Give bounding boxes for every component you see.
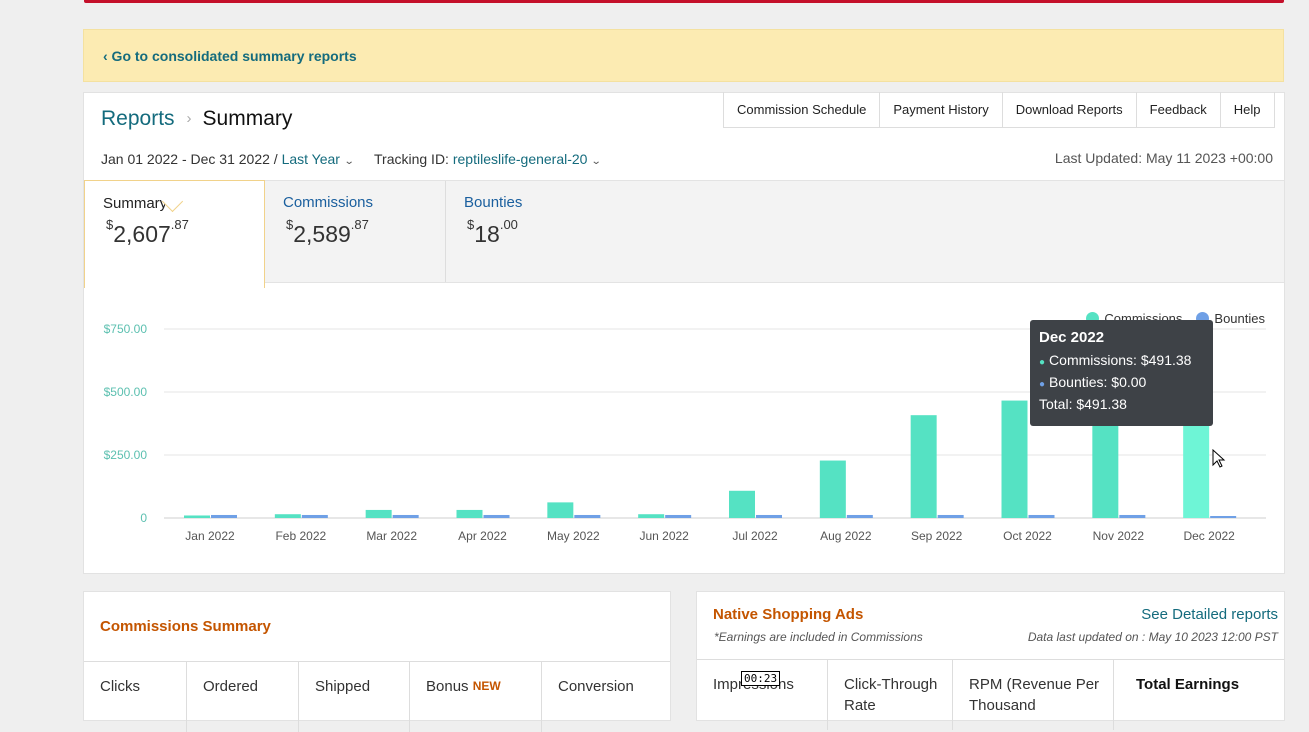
tooltip-bounties: ● Bounties: $0.00 — [1039, 374, 1147, 390]
tab-commissions-value: $2,589.87 — [286, 217, 369, 247]
breadcrumb-separator-icon: › — [186, 110, 192, 127]
col-ordered: Ordered — [187, 662, 299, 732]
mouse-cursor-icon — [1212, 449, 1226, 468]
commissions-bar — [638, 514, 665, 518]
summary-tabs: Summary $2,607.87 Commissions $2,589.87 … — [84, 180, 1284, 288]
col-conversion: Conversion — [558, 678, 634, 695]
tooltip-title: Dec 2022 — [1039, 329, 1105, 346]
bounties-bar — [1119, 514, 1146, 518]
help-link[interactable]: Help — [1233, 102, 1261, 117]
filter-row: Jan 01 2022 - Dec 31 2022 / Last Year ⌄ T… — [101, 151, 618, 167]
date-range: Jan 01 2022 - Dec 31 2022 / — [101, 151, 278, 167]
commission-schedule-link[interactable]: Commission Schedule — [724, 92, 881, 127]
commissions-bar — [547, 502, 574, 518]
commissions-bar — [819, 460, 846, 518]
bounties-dot-icon: ● — [1039, 379, 1046, 390]
bounties-bar — [211, 514, 237, 518]
tab-bounties-label: Bounties — [464, 194, 523, 211]
top-accent-bar — [84, 0, 1284, 3]
last-updated: Last Updated: May 11 2023 +00:00 — [1054, 150, 1273, 166]
bounties-bar — [574, 514, 601, 518]
breadcrumb-reports-link[interactable]: Reports — [101, 107, 175, 130]
tab-commissions-label: Commissions — [283, 194, 374, 211]
tracking-id-label: Tracking ID: — [374, 151, 449, 167]
bounties-bar — [756, 514, 782, 518]
x-tick-label: Feb 2022 — [275, 529, 326, 543]
y-tick-label: 0 — [140, 511, 147, 525]
x-tick-label: Jan 2022 — [185, 529, 235, 543]
x-tick-label: Oct 2022 — [1003, 529, 1052, 543]
col-total-earnings: Total Earnings — [1136, 676, 1240, 693]
tooltip-commissions: ● Commissions: $491.38 — [1039, 352, 1192, 368]
tab-bounties-value: $18.00 — [467, 217, 518, 247]
col-ctr: Click-Through Rate — [828, 660, 953, 730]
feedback-link[interactable]: Feedback — [1137, 92, 1221, 127]
top-links: Commission Schedule Payment History Down… — [723, 92, 1275, 128]
x-tick-label: Mar 2022 — [366, 529, 417, 543]
commissions-bar — [456, 509, 483, 518]
chevron-down-icon[interactable]: ⌄ — [343, 156, 355, 167]
commissions-bar — [365, 509, 392, 518]
commissions-summary-card: Commissions Summary Clicks Ordered Shipp… — [83, 591, 671, 732]
col-shipped: Shipped — [299, 662, 410, 732]
tab-commissions[interactable]: Commissions $2,589.87 — [265, 181, 446, 282]
tab-summary-value: $2,607.87 — [106, 217, 189, 247]
native-ads-updated: Data last updated on : May 10 2023 12:00… — [1027, 630, 1278, 644]
tab-bounties[interactable]: Bounties $18.00 — [446, 181, 627, 282]
x-tick-label: Aug 2022 — [820, 529, 872, 543]
consolidated-banner: ‹ Go to consolidated summary reports — [83, 29, 1284, 82]
y-tick-label: $750.00 — [104, 322, 148, 336]
bounties-bar — [937, 514, 964, 518]
commissions-bar — [1092, 409, 1119, 518]
native-ads-title: Native Shopping Ads — [713, 606, 864, 623]
col-rpm: RPM (Revenue Per Thousand — [953, 660, 1114, 730]
bounties-bar — [301, 514, 328, 518]
x-tick-label: Nov 2022 — [1093, 529, 1145, 543]
x-tick-label: Jul 2022 — [732, 529, 778, 543]
col-bonus: Bonus NEW — [410, 662, 542, 732]
new-badge: NEW — [472, 679, 501, 693]
x-tick-label: Sep 2022 — [911, 529, 963, 543]
commissions-bar — [910, 415, 937, 518]
see-detailed-reports-link[interactable]: See Detailed reports — [1141, 606, 1278, 623]
commissions-bar — [729, 490, 755, 518]
payment-history-link[interactable]: Payment History — [880, 92, 1003, 127]
consolidated-summary-link[interactable]: ‹ Go to consolidated summary reports — [103, 48, 357, 64]
native-ads-columns: Impressions Click-Through Rate RPM (Reve… — [697, 659, 1284, 730]
commissions-summary-columns: Clicks Ordered Shipped Bonus NEW Convers… — [84, 661, 670, 732]
summary-panel: Reports › Summary Commission Schedule Paym… — [83, 92, 1285, 574]
page-title: Summary — [202, 107, 293, 130]
bounties-bar — [665, 514, 692, 518]
bounties-bar — [1028, 514, 1055, 518]
bounties-bar — [483, 514, 510, 518]
tab-summary-label: Summary — [103, 195, 168, 212]
breadcrumb: Reports › Summary — [101, 107, 292, 131]
tracking-id-dropdown[interactable]: reptileslife-general-20 — [452, 151, 588, 167]
commissions-bar — [184, 515, 210, 518]
timer-badge: 00:23 — [741, 671, 781, 686]
commissions-bar — [1001, 400, 1028, 518]
tooltip-total: Total: $491.38 — [1039, 396, 1127, 412]
commissions-dot-icon: ● — [1039, 357, 1046, 368]
commissions-bar — [274, 514, 301, 518]
bounties-bar — [392, 514, 419, 518]
bounties-bar — [1210, 516, 1237, 518]
y-tick-label: $250.00 — [104, 448, 148, 462]
period-dropdown[interactable]: Last Year — [281, 151, 340, 167]
native-ads-note: *Earnings are included in Commissions — [714, 630, 923, 644]
y-tick-label: $500.00 — [104, 385, 148, 399]
chevron-down-icon[interactable]: ⌄ — [591, 156, 603, 167]
commissions-summary-title: Commissions Summary — [100, 618, 271, 635]
earnings-bar-chart: 0 $250.00 $500.00 $750.00 Jan 2022 Feb 2022 Ma… — [104, 322, 1266, 543]
chart-tooltip: Dec 2022 ● Commissions: $491.38 ● Bounties… — [1030, 320, 1213, 426]
download-reports-link[interactable]: Download Reports — [1003, 92, 1137, 127]
native-shopping-ads-card: Native Shopping Ads *Earnings are includ… — [696, 591, 1285, 730]
bounties-bar — [846, 514, 873, 518]
x-tick-label: Jun 2022 — [639, 529, 689, 543]
x-tick-label: Dec 2022 — [1183, 529, 1235, 543]
col-clicks: Clicks — [84, 662, 187, 732]
x-tick-label: Apr 2022 — [458, 529, 507, 543]
x-tick-label: May 2022 — [547, 529, 600, 543]
